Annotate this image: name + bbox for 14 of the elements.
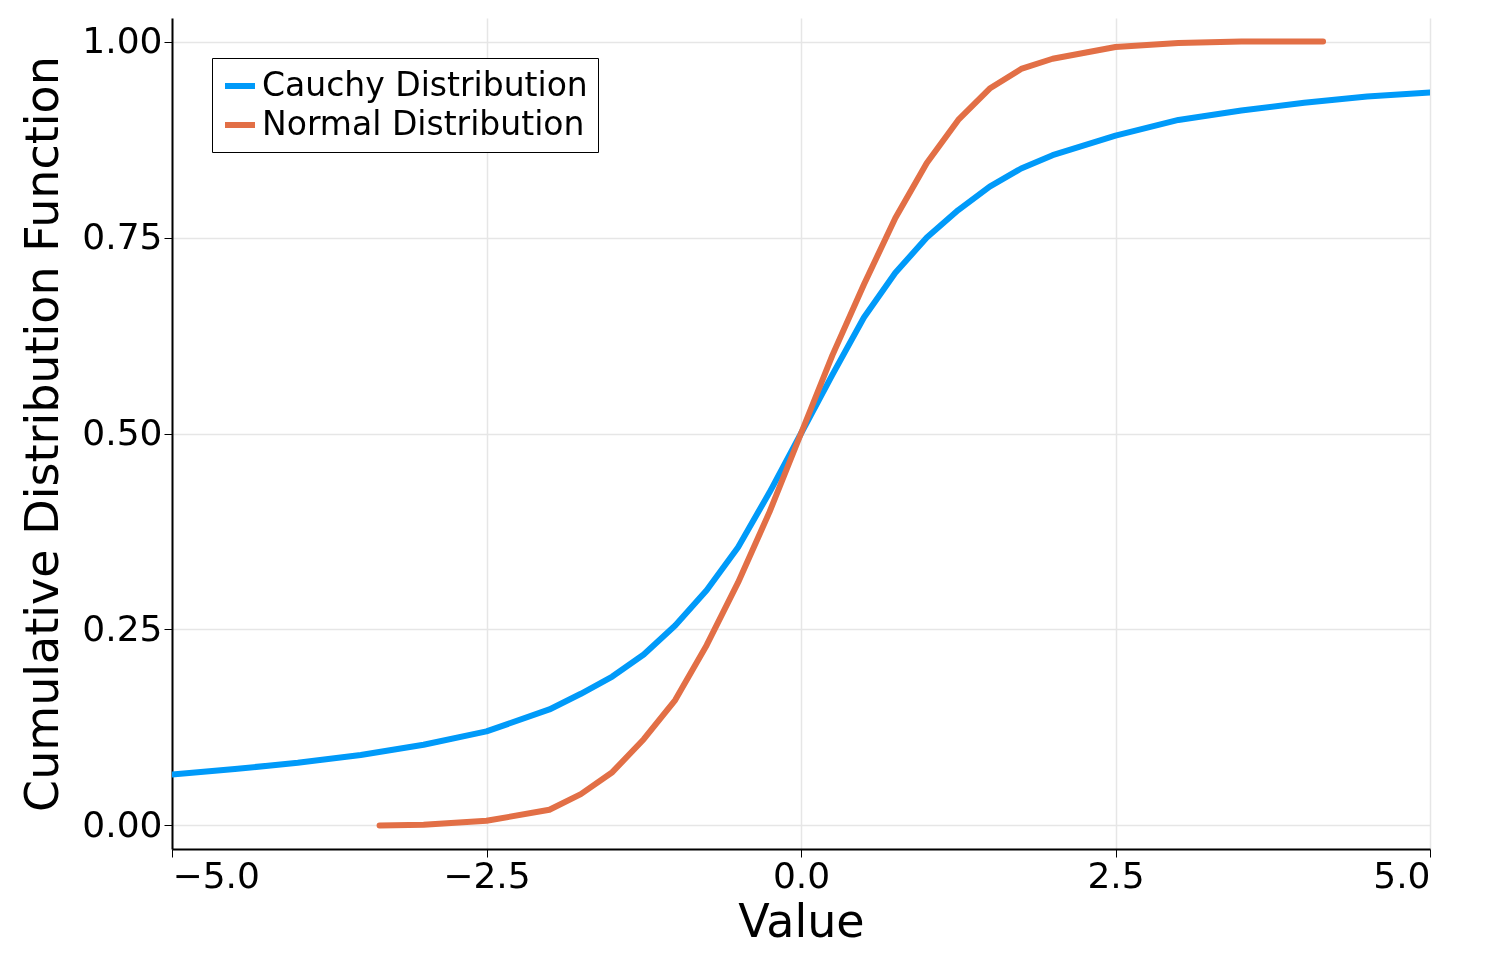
y-tick-label: 0.75 xyxy=(82,216,163,258)
x-axis-title: Value xyxy=(738,893,865,948)
y-tick-label: 0.25 xyxy=(82,607,163,649)
x-tick-label: 5.0 xyxy=(1373,854,1431,896)
y-axis-title: Cumulative Distribution Function xyxy=(15,56,70,812)
x-tick-label: −5.0 xyxy=(172,854,260,896)
x-tick-label: 2.5 xyxy=(1087,854,1145,896)
x-tick-label: 0.0 xyxy=(772,854,831,896)
y-tick-label: 1.00 xyxy=(82,20,163,62)
y-tick-label: 0.00 xyxy=(82,803,163,845)
y-tick-label: 0.50 xyxy=(82,412,163,453)
legend-label: Cauchy Distribution xyxy=(262,65,588,104)
x-tick-label: −2.5 xyxy=(443,854,531,896)
legend-label: Normal Distribution xyxy=(262,104,585,143)
